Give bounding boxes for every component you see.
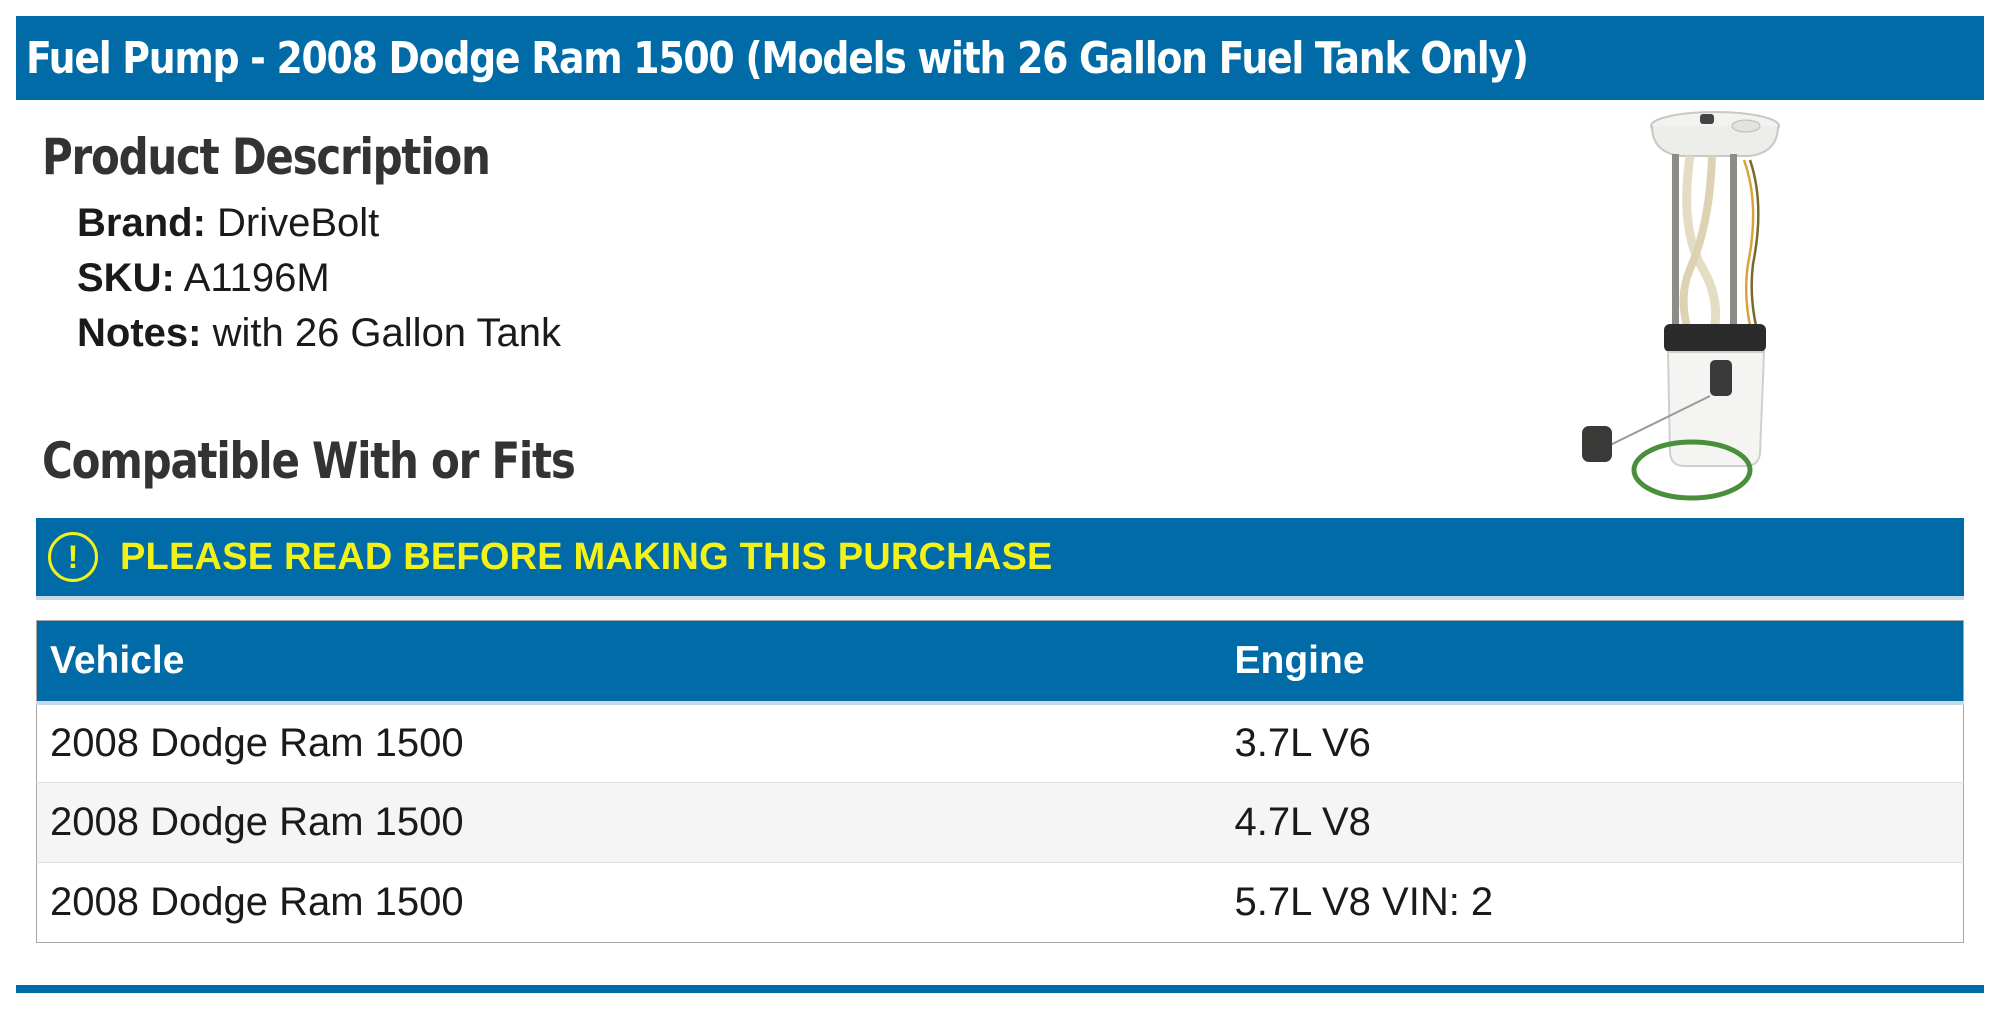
product-description-heading: Product Description: [42, 128, 491, 186]
engine-cell: 4.7L V8: [1221, 782, 1964, 863]
spec-sku: SKU: A1196M: [77, 251, 561, 306]
spec-label: SKU:: [77, 256, 175, 300]
spec-value: DriveBolt: [217, 201, 380, 245]
fuel-pump-product-image: [1582, 111, 1780, 501]
column-header-vehicle: Vehicle: [36, 620, 1222, 705]
spec-notes: Notes: with 26 Gallon Tank: [77, 306, 561, 361]
spec-list: Brand: DriveBolt SKU: A1196M Notes: with…: [77, 196, 561, 361]
title-bar: Fuel Pump - 2008 Dodge Ram 1500 (Models …: [16, 16, 1984, 100]
exclamation-circle-icon: !: [48, 532, 98, 582]
table-row: 2008 Dodge Ram 1500 3.7L V6: [36, 702, 1964, 783]
vehicle-cell: 2008 Dodge Ram 1500: [36, 782, 1222, 863]
engine-cell: 5.7L V8 VIN: 2: [1221, 862, 1964, 943]
notice-text: PLEASE READ BEFORE MAKING THIS PURCHASE: [120, 535, 1053, 578]
column-header-engine: Engine: [1221, 620, 1964, 705]
bottom-divider: [16, 985, 1984, 993]
spec-label: Notes:: [77, 311, 202, 355]
vehicle-cell: 2008 Dodge Ram 1500: [36, 862, 1222, 943]
table-row: 2008 Dodge Ram 1500 4.7L V8: [36, 782, 1964, 863]
spec-value: with 26 Gallon Tank: [212, 311, 561, 355]
compatible-heading: Compatible With or Fits: [42, 432, 576, 490]
spec-value: A1196M: [183, 256, 330, 300]
spec-brand: Brand: DriveBolt: [77, 196, 561, 251]
vehicle-cell: 2008 Dodge Ram 1500: [36, 702, 1222, 783]
spec-label: Brand:: [77, 201, 206, 245]
page-title: Fuel Pump - 2008 Dodge Ram 1500 (Models …: [26, 32, 1529, 84]
purchase-notice: ! PLEASE READ BEFORE MAKING THIS PURCHAS…: [36, 518, 1964, 600]
table-header-row: Vehicle Engine: [36, 620, 1964, 705]
engine-cell: 3.7L V6: [1221, 702, 1964, 783]
table-row: 2008 Dodge Ram 1500 5.7L V8 VIN: 2: [36, 862, 1964, 943]
fitment-table: Vehicle Engine 2008 Dodge Ram 1500 3.7L …: [36, 620, 1964, 943]
